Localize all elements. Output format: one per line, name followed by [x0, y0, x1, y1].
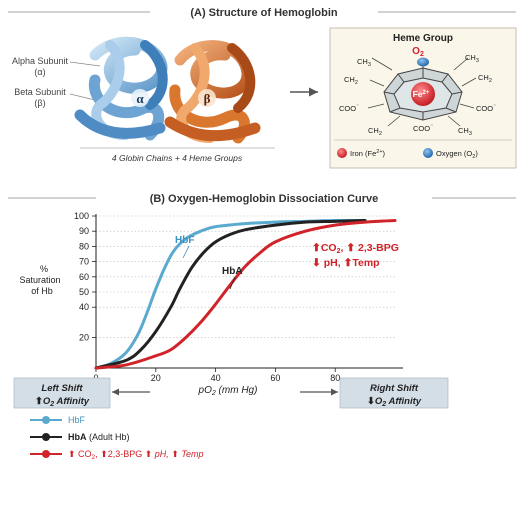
curve-hba — [94, 219, 367, 370]
dissociation-curve-plot: 20405060708090100020406080 — [74, 211, 403, 383]
beta-subunit-label: Beta Subunit — [14, 87, 66, 97]
right-shift-annotation-line2: ⬇ pH, ⬆Temp — [312, 257, 380, 269]
legend-item-right-shift: ⬆ CO2, ⬆2,3-BPG ⬆ pH, ⬆ Temp — [30, 449, 204, 461]
ch2-right: CH2 — [478, 73, 492, 84]
beta-letter: β — [204, 91, 211, 106]
molecule-caption: 4 Globin Chains + 4 Heme Groups — [112, 153, 243, 163]
x-tick-label: 60 — [270, 373, 280, 383]
y-tick-label: 20 — [79, 333, 89, 343]
oxygen-legend-label: Oxygen (O2) — [436, 149, 478, 160]
right-shift-box: Right Shift ⬇O2 Affinity — [339, 377, 449, 409]
alpha-pointer-line — [69, 61, 101, 67]
x-tick-label: 20 — [151, 373, 161, 383]
y-axis-label-line1: % — [40, 264, 48, 274]
svg-text:Left Shift: Left Shift — [41, 383, 83, 394]
heme-o2-label: O2 — [412, 46, 424, 58]
legend-marker-hba — [42, 433, 50, 441]
beta-subunit-symbol: (β) — [34, 98, 45, 108]
y-tick-label: 70 — [79, 257, 89, 267]
svg-text:(A) Structure of Hemoglobin: (A) Structure of Hemoglobin — [190, 7, 338, 19]
y-axis-label-line2: Saturation — [19, 275, 60, 285]
svg-text:HbA (Adult Hb): HbA (Adult Hb) — [68, 432, 130, 442]
svg-text:HbF: HbF — [68, 415, 86, 425]
y-tick-label: 80 — [79, 241, 89, 251]
plot-curves — [94, 219, 397, 370]
left-shift-box: Left Shift ⬆O2 Affinity — [13, 377, 111, 409]
alpha-subunit-label: Alpha Subunit — [12, 56, 69, 66]
curve-legend: HbF HbA (Adult Hb) ⬆ CO2, ⬆2,3-BPG ⬆ pH,… — [30, 415, 204, 461]
right-shift-annotation-line1: ⬆CO2, ⬆ 2,3-BPG — [312, 242, 399, 255]
y-tick-label: 50 — [79, 287, 89, 297]
alpha-subunit-ribbons — [74, 36, 168, 141]
curve-right-shift — [94, 219, 397, 370]
svg-text:⬆O2 Affinity: ⬆O2 Affinity — [35, 396, 90, 408]
x-tick-label: 40 — [211, 373, 221, 383]
plot-ticks: 20405060708090100020406080 — [74, 211, 340, 383]
beta-pointer-line — [69, 93, 96, 101]
svg-text:⬇O2 Affinity: ⬇O2 Affinity — [367, 396, 422, 408]
beta-subunit-ribbons — [164, 40, 261, 144]
y-tick-label: 40 — [79, 302, 89, 312]
ch2-left: CH2 — [344, 75, 358, 86]
alpha-letter: α — [136, 91, 144, 106]
heme-title: Heme Group — [393, 33, 453, 44]
hbf-label-pointer — [182, 245, 190, 259]
x-axis-label: pO2 (mm Hg) — [198, 385, 258, 397]
curve-label-hbf: HbF — [175, 235, 194, 246]
part-b-title: (B) Oxygen-Hemoglobin Dissociation Curve — [8, 193, 516, 205]
plot-axes — [95, 214, 403, 369]
hemoglobin-molecule-illustration: α β — [74, 36, 261, 144]
oxygen-legend-icon — [423, 148, 433, 158]
coo-right: COO⁻ — [476, 104, 496, 113]
ch3-bottom-right: CH3 — [458, 126, 472, 137]
legend-marker-right-shift — [42, 450, 50, 458]
ch2-bottom-left: CH2 — [368, 126, 382, 137]
y-tick-label: 100 — [74, 211, 89, 221]
iron-atom-icon — [411, 82, 435, 106]
ch3-top-right: CH3 — [465, 53, 479, 64]
y-tick-label: 60 — [79, 272, 89, 282]
part-a-title: (A) Structure of Hemoglobin — [8, 7, 516, 19]
x-tick-label: 80 — [330, 373, 340, 383]
y-axis-label-line3: of Hb — [31, 286, 53, 296]
iron-legend-icon — [337, 148, 347, 158]
oxygen-molecule-icon — [417, 57, 429, 67]
svg-text:(B) Oxygen-Hemoglobin Dissocia: (B) Oxygen-Hemoglobin Dissociation Curve — [150, 193, 379, 205]
hba-label-pointer — [229, 276, 236, 290]
svg-text:⬆ CO2, ⬆2,3-BPG ⬆ pH, ⬆ Temp: ⬆ CO2, ⬆2,3-BPG ⬆ pH, ⬆ Temp — [68, 449, 204, 461]
legend-item-hba: HbA (Adult Hb) — [30, 432, 130, 442]
legend-item-hbf: HbF — [30, 415, 86, 425]
y-tick-label: 90 — [79, 226, 89, 236]
coo-left: COO⁻ — [339, 104, 359, 113]
coo-bottom: COO⁻ — [413, 124, 433, 133]
heme-group-panel: Heme Group O2 Fe2+ CH3 CH3 CH2 CH2 COO⁻ … — [329, 27, 517, 169]
curve-label-hba: HbA — [222, 266, 243, 277]
ch3-top-left: CH3 — [357, 57, 371, 68]
legend-marker-hbf — [42, 416, 50, 424]
iron-legend-label: Iron (Fe2+) — [350, 149, 386, 158]
svg-text:Right Shift: Right Shift — [370, 383, 419, 394]
fe-label: Fe2+ — [413, 89, 430, 99]
curve-hbf — [94, 219, 367, 370]
alpha-subunit-symbol: (α) — [34, 67, 45, 77]
plot-grid — [96, 215, 395, 338]
